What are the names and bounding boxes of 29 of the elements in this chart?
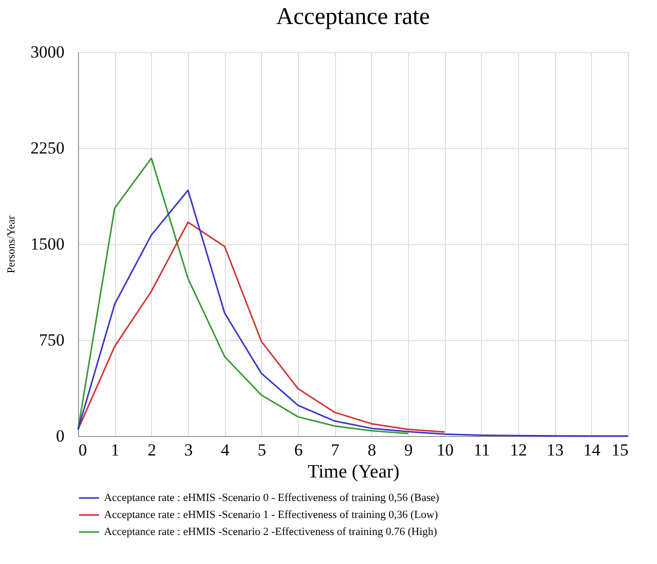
legend-label: Acceptance rate : eHMIS -Scenario 0 - Effectiveness of training 0,56 (Base) [104, 492, 440, 504]
x-tick-label: 14 [583, 440, 601, 460]
x-axis-title: Time (Year) [308, 462, 400, 482]
x-tick-label: 6 [294, 440, 303, 460]
y-tick-label: 2250 [30, 138, 64, 158]
x-tick-label: 15 [612, 440, 628, 460]
x-tick-label: 3 [184, 440, 193, 460]
x-tick-label: 9 [404, 440, 413, 460]
x-tick-label: 13 [546, 440, 564, 460]
y-tick-label: 3000 [30, 42, 64, 62]
y-tick-label: 0 [56, 426, 64, 446]
y-tick-label: 750 [39, 330, 64, 350]
x-tick-label: 12 [510, 440, 527, 460]
legend-label: Acceptance rate : eHMIS -Scenario 2 -Effectiveness of training 0.76 (High) [104, 526, 438, 538]
y-tick-label: 1500 [30, 234, 64, 254]
x-tick-label: 0 [78, 440, 87, 460]
x-tick-label: 2 [148, 440, 156, 460]
x-tick-label: 11 [474, 440, 490, 460]
x-tick-label: 4 [220, 440, 230, 460]
x-tick-label: 7 [330, 440, 340, 460]
chart-title: Acceptance rate [276, 4, 430, 30]
line-series [77, 221, 446, 433]
x-tick-label: 5 [258, 440, 266, 460]
legend-label: Acceptance rate : eHMIS -Scenario 1 - Effectiveness of training 0,36 (Low) [104, 509, 438, 521]
x-tick-label: 8 [368, 440, 376, 460]
y-axis-title: Persons/Year [6, 215, 18, 274]
line-series [77, 157, 409, 434]
x-tick-label: 10 [436, 440, 454, 460]
x-tick-label: 1 [110, 440, 120, 460]
